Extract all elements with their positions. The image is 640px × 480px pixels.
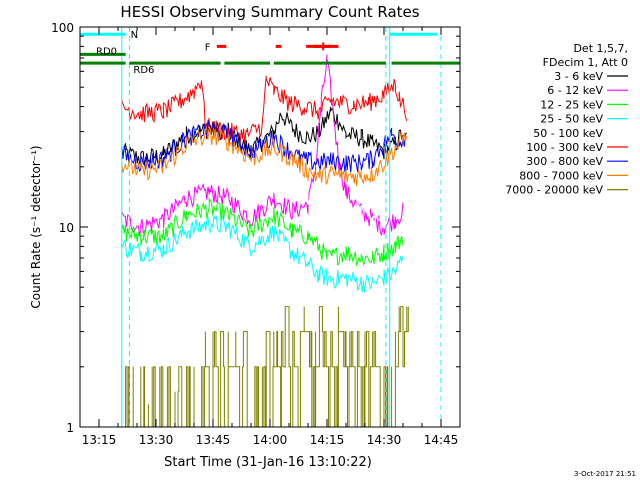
legend-entry-12-25-kev: 12 - 25 keV bbox=[540, 98, 603, 111]
series-12-25-kev-line bbox=[121, 196, 404, 266]
legend-entry-800-7000-kev: 800 - 7000 keV bbox=[519, 169, 603, 182]
x-axis-label: Start Time (31-Jan-16 13:10:22) bbox=[164, 455, 372, 470]
y-axis-label: Count Rate (s⁻¹ detector⁻¹) bbox=[29, 145, 43, 308]
legend-entry-7000-20000-kev: 7000 - 20000 keV bbox=[505, 184, 603, 197]
legend-entry-50-100-kev: 50 - 100 keV bbox=[533, 127, 603, 140]
series-100-300-kev-line bbox=[121, 75, 408, 144]
legend-header-detectors: Det 1,5,7, bbox=[573, 42, 628, 55]
ticks-layer: 13:15 13:30 13:45 14:00 14:15 14:30 14:45 1 10 10… bbox=[51, 21, 461, 447]
x-tick-label: 14:15 bbox=[310, 433, 345, 447]
x-tick-label: 13:30 bbox=[139, 433, 174, 447]
legend-entry-100-300-kev: 100 - 300 keV bbox=[526, 141, 603, 154]
legend-entry-3-6-kev: 3 - 6 keV bbox=[554, 70, 603, 83]
legend-entry-25-50-kev: 25 - 50 keV bbox=[540, 113, 603, 126]
y-tick-label: 100 bbox=[51, 21, 74, 35]
legend-entry-300-800-kev: 300 - 800 keV bbox=[526, 155, 603, 168]
x-tick-label: 14:30 bbox=[367, 433, 402, 447]
x-tick-label: 13:45 bbox=[196, 433, 231, 447]
annotation-layer: N F RD0 RD6 bbox=[80, 27, 460, 427]
footer-date: 3-Oct-2017 21:51 bbox=[574, 470, 636, 478]
chart-title: HESSI Observing Summary Count Rates bbox=[120, 3, 419, 21]
flag-label-n: N bbox=[131, 30, 138, 41]
flag-label-rd6: RD6 bbox=[133, 65, 154, 76]
y-tick-label: 10 bbox=[59, 221, 74, 235]
series-800-7000-kev-line bbox=[121, 126, 408, 186]
legend-header-decimation: FDecim 1, Att 0 bbox=[543, 56, 628, 69]
x-tick-label: 14:45 bbox=[424, 433, 459, 447]
x-tick-label: 13:15 bbox=[82, 433, 117, 447]
x-tick-label: 14:00 bbox=[253, 433, 288, 447]
flag-label-rd0: RD0 bbox=[96, 46, 117, 57]
series-300-800-kev-line bbox=[121, 120, 408, 173]
series-25-50-kev-line bbox=[121, 215, 404, 293]
y-tick-label: 1 bbox=[66, 421, 74, 435]
series-3-6-kev-line bbox=[121, 106, 404, 166]
legend-entry-6-12-kev: 6 - 12 keV bbox=[547, 84, 603, 97]
flag-label-f: F bbox=[205, 42, 211, 53]
series-50-100-kev-line bbox=[121, 164, 404, 225]
